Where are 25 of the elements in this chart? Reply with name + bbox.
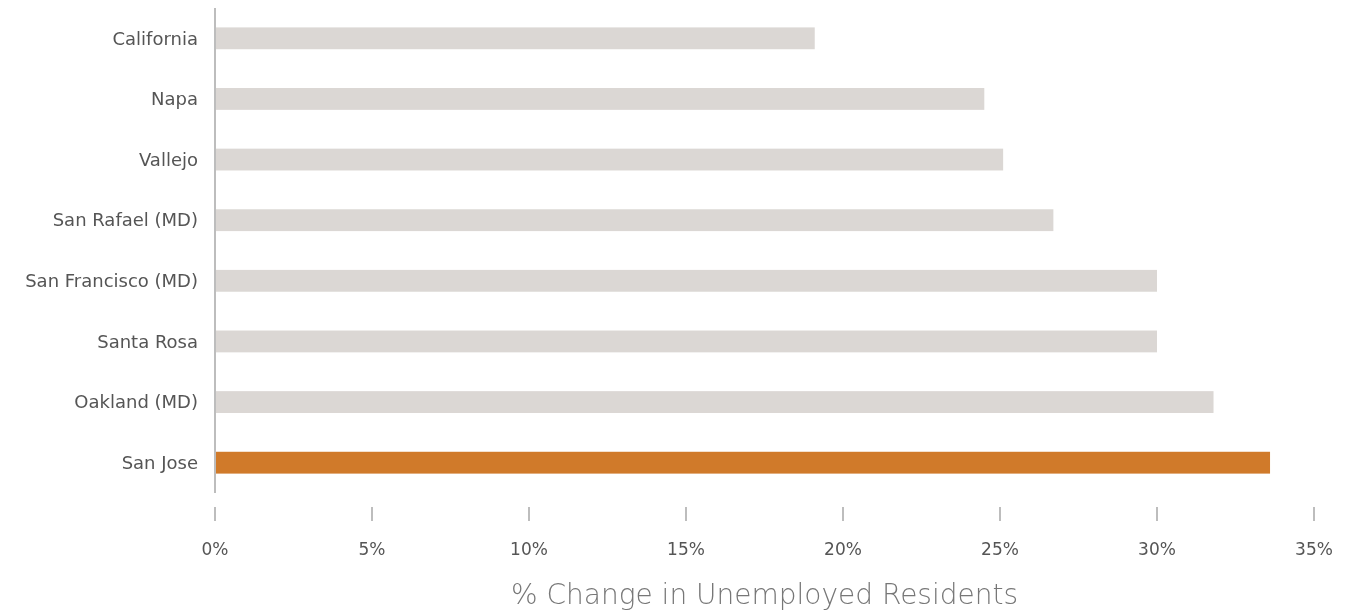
bar (215, 148, 1004, 171)
x-tick-label: 35% (1295, 538, 1333, 559)
bar (215, 269, 1157, 292)
y-tick-label: Napa (151, 88, 198, 110)
x-tick-label: 15% (667, 538, 705, 559)
y-tick-label: Santa Rosa (97, 330, 198, 352)
y-tick-label: San Rafael (MD) (52, 209, 198, 231)
bar (215, 88, 985, 110)
bar (215, 209, 1054, 232)
bar (215, 391, 1214, 413)
y-tick-label: San Francisco (MD) (25, 270, 198, 292)
y-tick-label: Oakland (MD) (74, 391, 198, 413)
x-axis-title: % Change in Unemployed Residents (510, 577, 1019, 611)
x-tick-label: 5% (358, 538, 386, 559)
x-tick-label: 20% (824, 538, 862, 559)
bar (215, 330, 1157, 353)
bar (215, 27, 815, 50)
x-tick-label: 30% (1138, 538, 1176, 559)
x-tick-label: 0% (201, 538, 229, 559)
y-tick-label: California (112, 27, 198, 49)
x-tick-label: 25% (981, 538, 1019, 559)
x-tick-label: 10% (510, 538, 548, 559)
bar (215, 451, 1271, 474)
y-tick-label: San Jose (121, 451, 198, 473)
y-tick-label: Vallejo (138, 148, 198, 170)
